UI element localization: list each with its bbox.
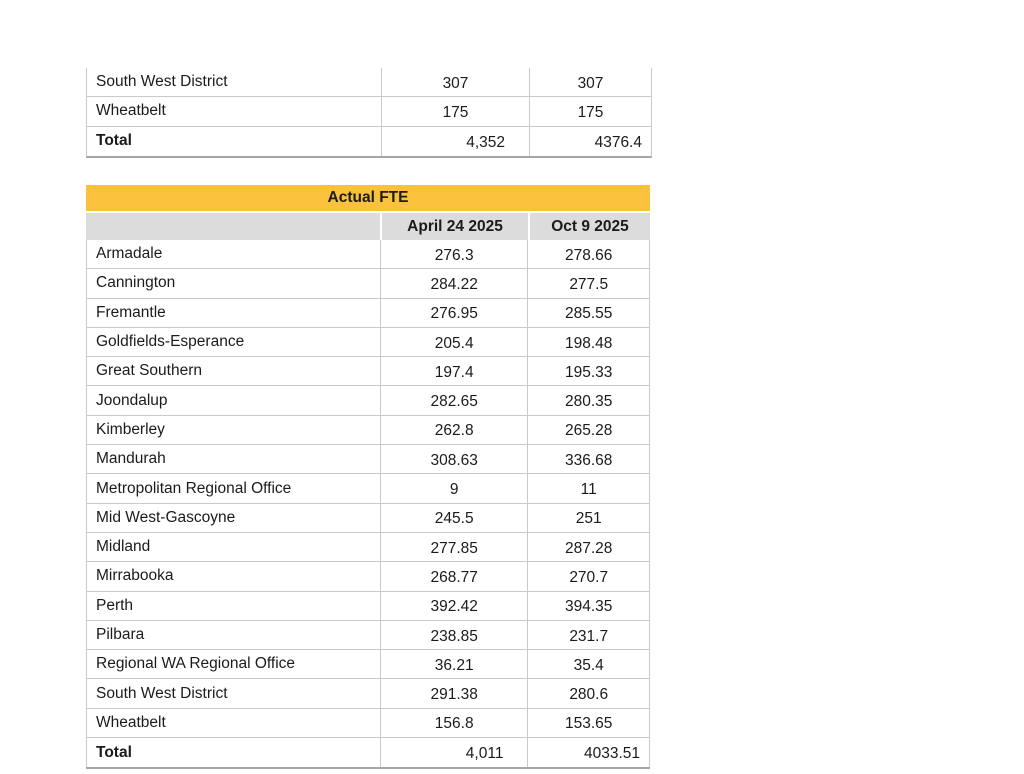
actual-fte-table: Actual FTE April 24 2025 Oct 9 2025 Arma… [86, 185, 650, 770]
district-label-cell: Midland [96, 538, 151, 556]
table-row: Great Southern 197.4 195.33 [87, 357, 649, 387]
value-cell-col1: 308.63 [379, 445, 527, 474]
district-label-cell: Mirrabooka [96, 567, 174, 585]
table-row: Joondalup 282.65 280.35 [87, 386, 649, 416]
actual-fte-table-body: Armadale 276.3 278.66 Cannington 284.22 277.5… [86, 240, 650, 768]
value-cell-col1: 284.22 [379, 269, 527, 298]
value-cell-col1: 282.65 [379, 386, 527, 415]
value-cell-col2: 277.5 [527, 269, 649, 298]
district-label-cell: Great Southern [96, 362, 202, 380]
value-cell-col1: 4,011 [379, 738, 528, 768]
header-cell-blank [86, 213, 380, 240]
table-row: Pilbara 238.85 231.7 [87, 620, 649, 651]
total-row: Total 4,011 4033.51 [87, 738, 649, 768]
district-label-cell: Joondalup [96, 391, 168, 409]
value-cell-col2: 265.28 [527, 415, 649, 445]
district-label-cell: Mandurah [96, 450, 166, 468]
table-row: Perth 392.42 394.35 [87, 591, 649, 621]
district-label-cell: Regional WA Regional Office [96, 655, 296, 673]
table-row: Armadale 276.3 278.66 [87, 240, 649, 270]
actual-fte-title: Actual FTE [327, 189, 409, 206]
value-cell-col1: 276.95 [379, 298, 527, 327]
value-cell-col2: 35.4 [527, 650, 649, 679]
value-cell-col2: 175 [529, 97, 651, 126]
table-row: Wheatbelt 175 175 [87, 97, 651, 127]
fte-table-partial: South West District 307 307 Wheatbelt 175 175… [86, 68, 652, 158]
value-cell-col2: 287.28 [527, 532, 649, 562]
value-cell-col1: 238.85 [379, 620, 527, 650]
table-row: South West District 291.38 280.6 [87, 679, 649, 709]
value-cell-col2: 153.65 [527, 708, 649, 738]
district-label-cell: Wheatbelt [96, 713, 166, 731]
district-label-cell: Wheatbelt [96, 102, 166, 120]
value-cell-col2: 280.6 [527, 679, 649, 708]
value-cell-col1: 307 [381, 68, 529, 97]
value-cell-col2: 4376.4 [529, 126, 651, 156]
value-cell-col2: 231.7 [527, 620, 649, 650]
district-label-cell: Perth [96, 596, 134, 614]
value-cell-col1: 276.3 [379, 240, 527, 269]
district-label-cell: Kimberley [96, 420, 165, 438]
value-cell-col2: 336.68 [527, 445, 649, 474]
value-cell-col1: 291.38 [379, 679, 527, 708]
value-cell-col2: 4033.51 [527, 738, 649, 768]
district-label-cell: Fremantle [96, 303, 166, 321]
value-cell-col1: 277.85 [379, 532, 527, 562]
value-cell-col2: 251 [527, 503, 649, 532]
district-label-cell: Armadale [96, 245, 163, 263]
table-row: Midland 277.85 287.28 [87, 532, 649, 563]
header-cell-april-24-2025: April 24 2025 [380, 213, 528, 240]
table-row: Metropolitan Regional Office 9 11 [87, 474, 649, 504]
value-cell-col1: 36.21 [379, 650, 527, 679]
actual-fte-title-bar: Actual FTE [86, 185, 650, 211]
table-row: Mid West-Gascoyne 245.5 251 [87, 503, 649, 533]
value-cell-col2: 195.33 [527, 357, 649, 386]
value-cell-col1: 262.8 [379, 415, 527, 445]
value-cell-col1: 156.8 [379, 708, 527, 738]
fte-table-partial-body: South West District 307 307 Wheatbelt 175 175… [87, 68, 651, 156]
value-cell-col2: 280.35 [527, 386, 649, 415]
district-label-cell: Pilbara [96, 626, 145, 643]
district-label-cell: South West District [96, 684, 228, 702]
actual-fte-header-row: April 24 2025 Oct 9 2025 [86, 213, 650, 240]
value-cell-col2: 394.35 [527, 591, 649, 620]
value-cell-col1: 4,352 [381, 126, 529, 156]
table-row: Goldfields-Esperance 205.4 198.48 [87, 327, 649, 358]
district-label-cell: Cannington [96, 274, 176, 292]
total-label-cell: Total [96, 132, 132, 150]
value-cell-col2: 307 [529, 68, 651, 97]
district-label-cell: South West District [96, 73, 228, 91]
table-row: Mirrabooka 268.77 270.7 [87, 562, 649, 592]
value-cell-col2: 11 [527, 474, 649, 503]
value-cell-col2: 278.66 [527, 240, 649, 269]
value-cell-col1: 197.4 [379, 357, 527, 386]
value-cell-col1: 268.77 [379, 562, 527, 591]
table-row: Mandurah 308.63 336.68 [87, 445, 649, 475]
value-cell-col1: 175 [381, 97, 529, 126]
table-row: Fremantle 276.95 285.55 [87, 298, 649, 328]
table-row: Regional WA Regional Office 36.21 35.4 [87, 650, 649, 680]
table-row: Wheatbelt 156.8 153.65 [87, 708, 649, 739]
total-label-cell: Total [96, 743, 132, 761]
total-row: Total 4,352 4376.4 [87, 126, 651, 156]
value-cell-col1: 245.5 [379, 503, 527, 532]
header-cell-oct-9-2025: Oct 9 2025 [528, 213, 650, 240]
value-cell-col2: 270.7 [527, 562, 649, 591]
table-row: South West District 307 307 [87, 68, 651, 98]
table-row: Cannington 284.22 277.5 [87, 269, 649, 299]
table-row: Kimberley 262.8 265.28 [87, 415, 649, 446]
district-label-cell: Metropolitan Regional Office [96, 479, 292, 497]
district-label-cell: Goldfields-Esperance [96, 333, 245, 351]
value-cell-col1: 392.42 [379, 591, 527, 620]
value-cell-col2: 285.55 [527, 298, 649, 327]
value-cell-col1: 9 [379, 474, 527, 503]
value-cell-col1: 205.4 [379, 327, 527, 357]
value-cell-col2: 198.48 [527, 327, 649, 357]
district-label-cell: Mid West-Gascoyne [96, 508, 236, 526]
